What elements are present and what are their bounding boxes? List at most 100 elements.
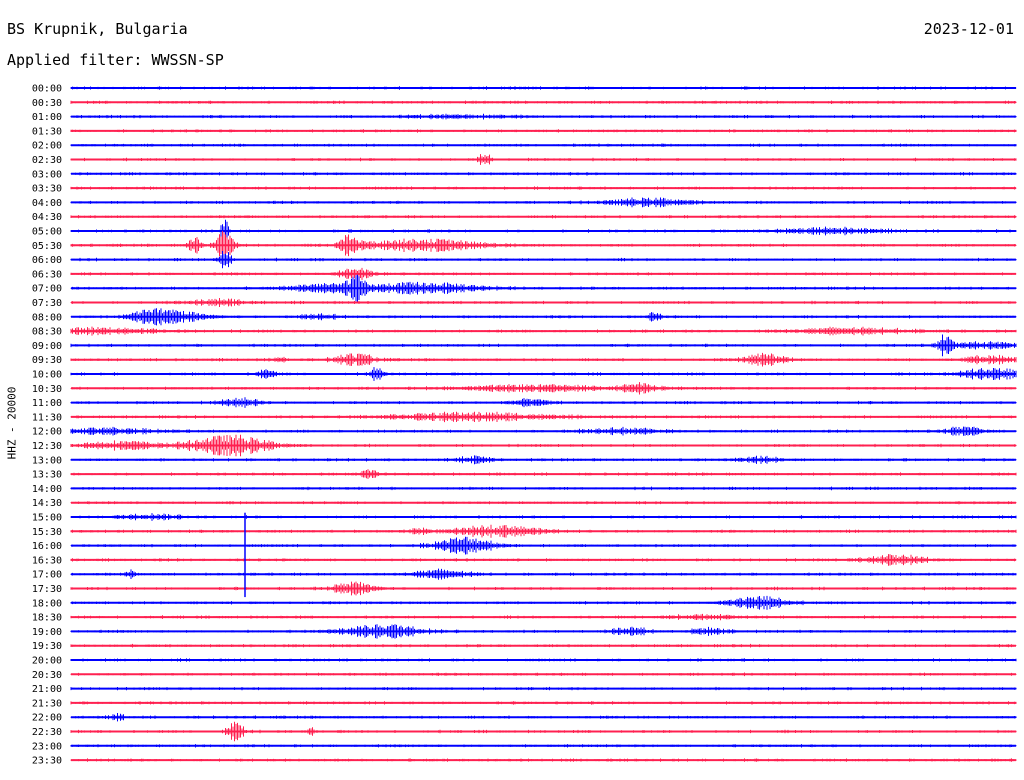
seismic-trace	[70, 397, 1017, 408]
time-tick-label: 10:30	[32, 384, 62, 395]
time-tick-label: 19:00	[32, 627, 62, 638]
seismic-trace	[70, 721, 1017, 742]
time-tick-label: 17:30	[32, 584, 62, 595]
seismic-trace	[70, 426, 1017, 436]
time-tick-label: 01:30	[32, 126, 62, 137]
seismic-trace	[70, 143, 1017, 147]
seismic-trace	[70, 744, 1017, 748]
time-tick-label: 22:00	[32, 713, 62, 724]
seismic-trace	[70, 658, 1017, 662]
seismic-trace	[70, 758, 1017, 762]
time-tick-label: 23:00	[32, 741, 62, 752]
time-tick-label: 11:30	[32, 412, 62, 423]
filter-label: Applied filter: WWSSN-SP	[7, 51, 224, 69]
seismic-trace	[70, 536, 1017, 555]
time-tick-label: 08:30	[32, 327, 62, 338]
time-tick-label: 12:30	[32, 441, 62, 452]
seismic-trace	[70, 251, 1017, 269]
time-tick-label: 23:30	[32, 756, 62, 767]
seismic-trace	[70, 231, 1017, 260]
time-tick-label: 03:00	[32, 169, 62, 180]
time-tick-label: 02:00	[32, 141, 62, 152]
time-tick-label: 17:00	[32, 570, 62, 581]
time-tick-label: 16:30	[32, 555, 62, 566]
seismic-trace	[70, 382, 1017, 395]
seismic-trace	[70, 352, 1017, 367]
seismic-trace	[70, 672, 1017, 677]
time-tick-label: 22:30	[32, 727, 62, 738]
time-tick-label: 09:00	[32, 341, 62, 352]
seismic-trace	[70, 501, 1017, 505]
time-tick-label: 02:30	[32, 155, 62, 166]
seismic-trace	[70, 334, 1017, 357]
seismic-trace	[70, 554, 1017, 566]
seismic-trace	[70, 434, 1017, 457]
seismic-trace	[70, 308, 1017, 326]
seismic-trace	[70, 100, 1017, 104]
time-tick-label: 05:00	[32, 227, 62, 238]
seismic-trace	[70, 326, 1017, 336]
time-tick-label: 19:30	[32, 641, 62, 652]
seismic-trace	[70, 643, 1017, 648]
time-tick-label: 21:30	[32, 698, 62, 709]
seismic-trace	[70, 624, 1017, 639]
time-tick-label: 04:00	[32, 198, 62, 209]
time-tick-label: 12:00	[32, 427, 62, 438]
time-tick-label: 11:00	[32, 398, 62, 409]
time-tick-label: 20:00	[32, 656, 62, 667]
seismic-trace	[70, 486, 1017, 491]
record-date: 2023-12-01	[923, 20, 1014, 38]
seismic-trace	[70, 367, 1017, 381]
seismic-trace	[70, 581, 1017, 596]
station-title: BS Krupnik, Bulgaria	[7, 20, 188, 38]
time-tick-label: 16:00	[32, 541, 62, 552]
time-tick-label: 03:30	[32, 184, 62, 195]
seismic-trace	[70, 524, 1017, 538]
time-tick-label: 00:30	[32, 98, 62, 109]
time-tick-label: 13:30	[32, 470, 62, 481]
seismic-trace	[70, 701, 1017, 705]
time-tick-label: 18:00	[32, 598, 62, 609]
seismic-trace	[70, 186, 1017, 190]
seismic-trace	[70, 274, 1017, 302]
seismic-trace	[70, 197, 1017, 208]
seismic-trace	[70, 298, 1017, 307]
seismic-trace	[70, 713, 1017, 722]
seismic-trace	[70, 129, 1017, 133]
time-tick-label: 21:00	[32, 684, 62, 695]
time-tick-label: 08:00	[32, 312, 62, 323]
seismic-trace	[70, 215, 1017, 219]
seismic-trace	[70, 469, 1017, 479]
time-tick-label: 15:00	[32, 513, 62, 524]
seismic-trace	[70, 513, 1017, 521]
time-tick-label: 10:00	[32, 370, 62, 381]
time-tick-label: 15:30	[32, 527, 62, 538]
time-tick-label: 14:00	[32, 484, 62, 495]
time-tick-label: 06:00	[32, 255, 62, 266]
time-tick-label: 05:30	[32, 241, 62, 252]
seismic-trace	[70, 595, 1017, 610]
time-tick-label: 06:30	[32, 269, 62, 280]
time-tick-label: 18:30	[32, 613, 62, 624]
seismic-trace	[70, 154, 1017, 165]
time-tick-label: 01:00	[32, 112, 62, 123]
seismic-trace	[70, 455, 1017, 465]
seismic-trace	[70, 686, 1017, 691]
time-tick-label: 14:30	[32, 498, 62, 509]
seismic-trace	[70, 568, 1017, 580]
time-tick-label: 07:30	[32, 298, 62, 309]
seismic-trace	[70, 219, 1017, 243]
time-tick-label: 00:00	[32, 84, 62, 95]
seismic-trace	[70, 267, 1017, 280]
time-tick-label: 20:30	[32, 670, 62, 681]
time-tick-label: 04:30	[32, 212, 62, 223]
time-tick-label: 13:00	[32, 455, 62, 466]
seismic-trace	[70, 113, 1017, 120]
seismic-trace	[70, 86, 1017, 90]
seismic-trace	[70, 411, 1017, 423]
seismic-trace	[70, 172, 1017, 176]
time-tick-label: 09:30	[32, 355, 62, 366]
seismic-trace	[70, 613, 1017, 621]
time-tick-label: 07:00	[32, 284, 62, 295]
